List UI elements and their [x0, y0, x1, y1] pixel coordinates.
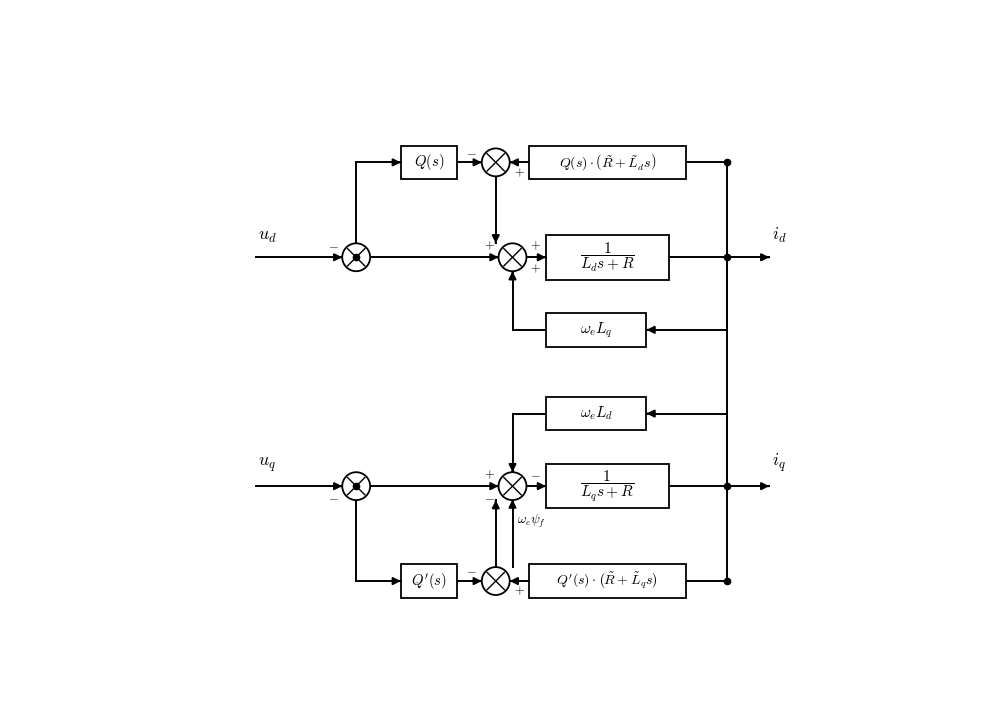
Circle shape	[499, 244, 526, 271]
Text: $Q(s)$: $Q(s)$	[414, 152, 444, 173]
FancyBboxPatch shape	[546, 464, 669, 508]
Text: $\omega_e L_d$: $\omega_e L_d$	[580, 405, 613, 423]
Text: $u_d$: $u_d$	[258, 227, 277, 245]
Text: $Q^{\prime}(s)\cdot\left(\tilde{R}+\tilde{L}_q s\right)$: $Q^{\prime}(s)\cdot\left(\tilde{R}+\tild…	[556, 571, 658, 592]
Text: $+$: $+$	[514, 166, 525, 179]
Circle shape	[342, 472, 370, 500]
Text: $i_q$: $i_q$	[772, 452, 786, 474]
Text: $u_q$: $u_q$	[258, 455, 277, 474]
Circle shape	[482, 567, 510, 595]
Circle shape	[499, 472, 526, 500]
Text: $+$: $+$	[484, 239, 495, 252]
Text: $\omega_e\psi_f$: $\omega_e\psi_f$	[517, 513, 546, 529]
FancyBboxPatch shape	[401, 146, 457, 179]
Text: $+$: $+$	[530, 239, 541, 252]
FancyBboxPatch shape	[529, 564, 686, 598]
Text: $-$: $-$	[484, 491, 495, 504]
Text: $-$: $-$	[328, 491, 339, 504]
Text: $\dfrac{1}{L_q s+R}$: $\dfrac{1}{L_q s+R}$	[580, 468, 634, 504]
Text: $-$: $-$	[328, 239, 339, 252]
FancyBboxPatch shape	[546, 397, 646, 431]
Text: $Q(s)\cdot\left(\tilde{R}+\tilde{L}_d s\right)$: $Q(s)\cdot\left(\tilde{R}+\tilde{L}_d s\…	[559, 152, 656, 173]
Text: $+$: $+$	[484, 468, 495, 481]
Text: $+$: $+$	[514, 584, 525, 597]
Text: $-$: $-$	[466, 146, 477, 159]
Text: $\omega_e L_q$: $\omega_e L_q$	[580, 320, 613, 339]
Text: $-$: $-$	[466, 565, 477, 578]
Text: $i_d$: $i_d$	[772, 226, 787, 245]
Text: $+$: $+$	[530, 262, 541, 275]
Text: $\dfrac{1}{L_d s+R}$: $\dfrac{1}{L_d s+R}$	[580, 241, 635, 274]
FancyBboxPatch shape	[529, 146, 686, 179]
FancyBboxPatch shape	[546, 235, 669, 280]
Text: $Q^{\prime}(s)$: $Q^{\prime}(s)$	[411, 571, 447, 591]
FancyBboxPatch shape	[401, 564, 457, 598]
FancyBboxPatch shape	[546, 313, 646, 347]
Circle shape	[482, 149, 510, 176]
Text: $-$: $-$	[530, 468, 541, 481]
Circle shape	[342, 244, 370, 271]
